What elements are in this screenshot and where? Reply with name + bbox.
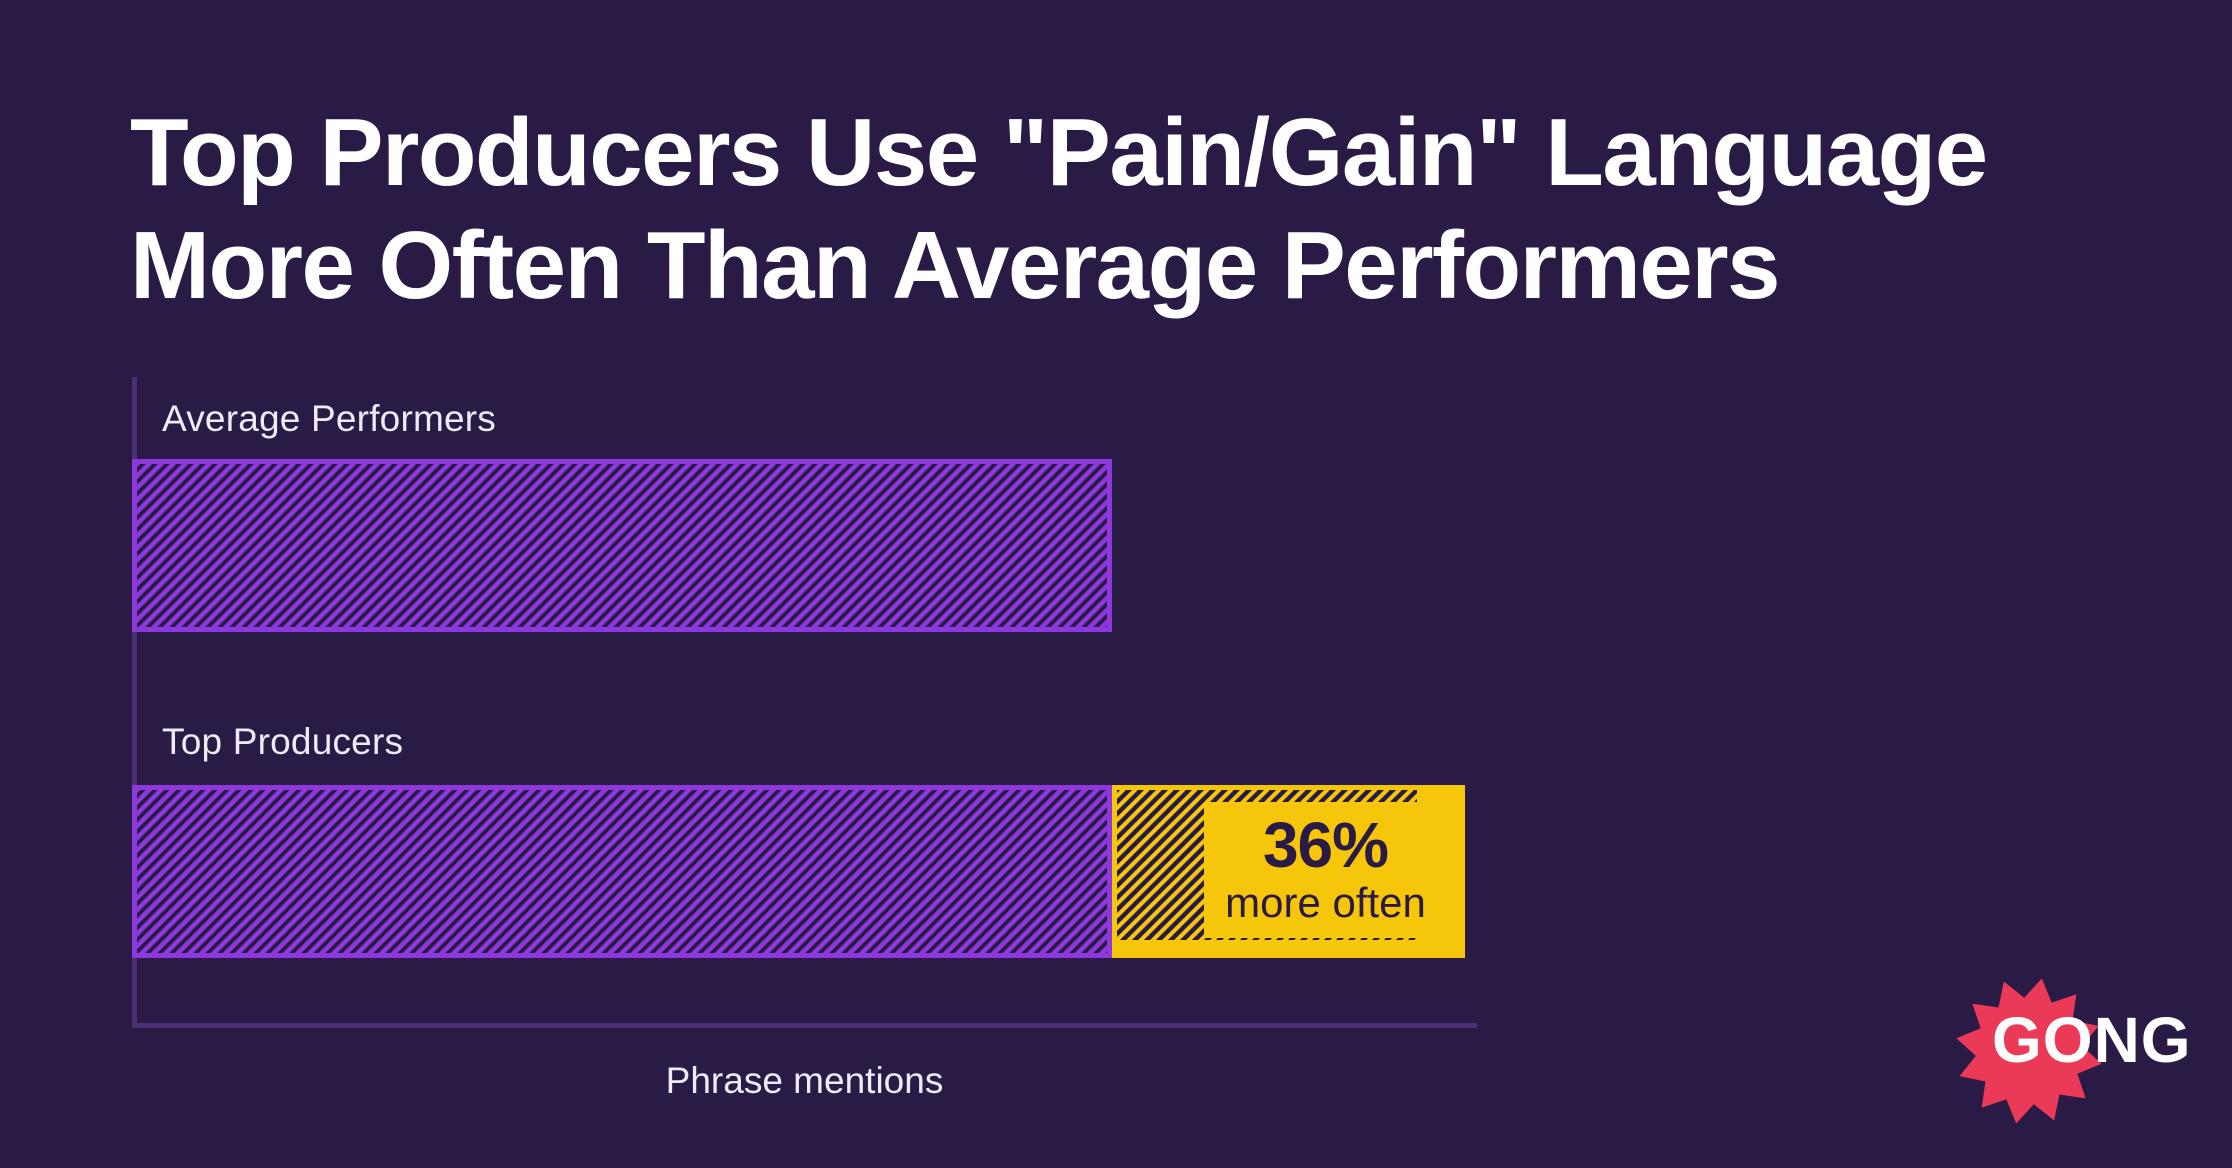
- gong-logo: GONG: [1948, 964, 2218, 1139]
- x-axis-line: [132, 1023, 1477, 1028]
- bar-label-top-producers: Top Producers: [162, 721, 404, 762]
- chart-title-line2: More Often Than Average Performers: [130, 212, 1781, 319]
- annotation-label: more often: [1225, 879, 1426, 927]
- annotation-value: 36%: [1262, 809, 1389, 882]
- purple-hatch-pattern: [137, 464, 1107, 627]
- highlight-segment-36-percent: 36% more often: [1112, 785, 1465, 958]
- x-axis-title: Phrase mentions: [665, 1060, 944, 1101]
- annotation-badge: 36% more often: [1204, 802, 1447, 938]
- chart-title-line1: Top Producers Use "Pain/Gain" Language: [130, 99, 1988, 206]
- gong-logo-text: GONG: [1992, 1004, 2192, 1076]
- bar-average-performers: [132, 459, 1112, 632]
- chart-title: Top Producers Use "Pain/Gain" Language M…: [130, 96, 1988, 322]
- bar-label-average-performers: Average Performers: [162, 398, 496, 439]
- bar-top-producers: [132, 785, 1112, 958]
- purple-hatch-pattern: [137, 790, 1107, 953]
- starburst-icon: [1956, 978, 2102, 1124]
- y-axis-line: [132, 377, 137, 1028]
